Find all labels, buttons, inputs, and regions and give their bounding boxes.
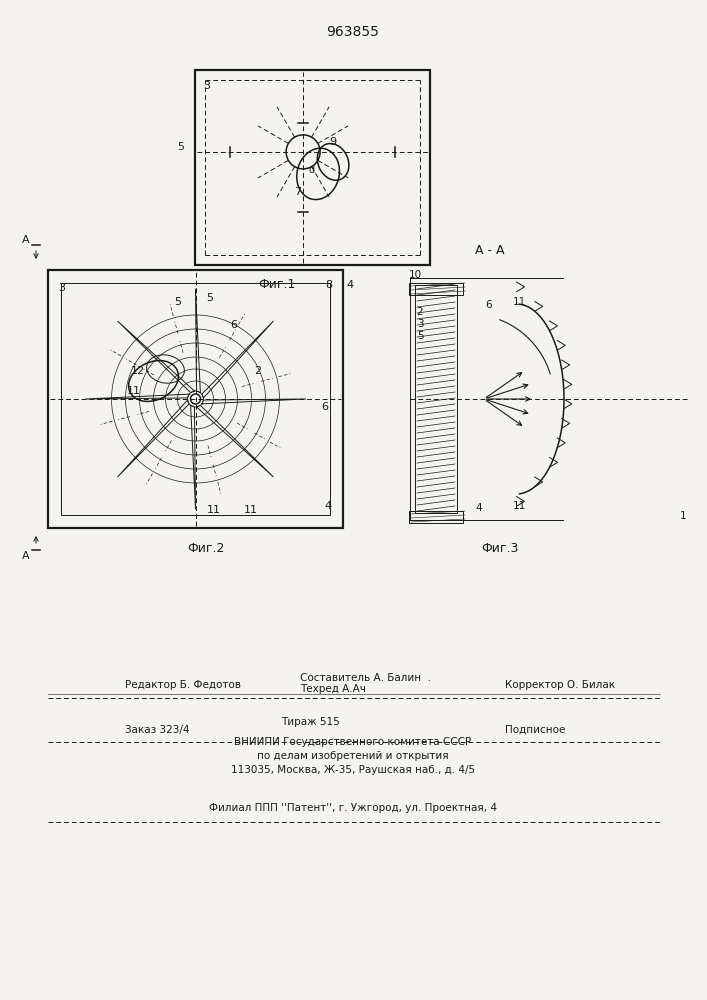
Circle shape — [190, 394, 201, 404]
Text: 7: 7 — [295, 187, 302, 197]
Text: Фиг.1: Фиг.1 — [259, 278, 296, 292]
Text: 11: 11 — [513, 501, 525, 511]
Text: 11: 11 — [206, 505, 221, 515]
Bar — [409, 511, 463, 523]
Text: по делам изобретений и открытия: по делам изобретений и открытия — [257, 751, 449, 761]
Text: 4: 4 — [476, 503, 482, 513]
Text: 5: 5 — [206, 293, 213, 303]
Text: Техред А.Ач: Техред А.Ач — [300, 684, 366, 694]
Text: 5: 5 — [177, 142, 185, 152]
Text: Тираж 515: Тираж 515 — [281, 717, 339, 727]
Text: A: A — [22, 551, 30, 561]
Text: d: d — [308, 165, 314, 175]
Text: 11: 11 — [513, 297, 525, 307]
Text: 11: 11 — [243, 505, 257, 515]
Text: 5: 5 — [174, 297, 181, 307]
Text: 4: 4 — [346, 280, 354, 290]
Bar — [409, 283, 463, 295]
Text: 11: 11 — [127, 386, 141, 396]
Text: A: A — [22, 235, 30, 245]
Text: 8: 8 — [325, 280, 332, 290]
Text: 3: 3 — [204, 81, 211, 91]
Text: 10: 10 — [409, 270, 421, 280]
Text: Подписное: Подписное — [505, 725, 566, 735]
Text: 6: 6 — [322, 402, 329, 412]
Text: Заказ 323/4: Заказ 323/4 — [125, 725, 189, 735]
Text: A - A: A - A — [475, 243, 505, 256]
Text: 5: 5 — [416, 331, 423, 341]
Text: Фиг.2: Фиг.2 — [187, 542, 224, 554]
Text: 4: 4 — [325, 501, 332, 511]
Text: 12: 12 — [130, 366, 144, 376]
Text: Корректор О. Билак: Корректор О. Билак — [505, 680, 615, 690]
Text: Филиал ППП ''Патент'', г. Ужгород, ул. Проектная, 4: Филиал ППП ''Патент'', г. Ужгород, ул. П… — [209, 803, 497, 813]
Text: 9: 9 — [329, 137, 337, 147]
Bar — [415, 285, 457, 513]
Text: 113035, Москва, Ж-35, Раушская наб., д. 4/5: 113035, Москва, Ж-35, Раушская наб., д. … — [231, 765, 475, 775]
Text: 1: 1 — [679, 511, 686, 521]
Text: 2: 2 — [254, 366, 261, 376]
Text: 3: 3 — [59, 283, 66, 293]
Text: Редактор Б. Федотов: Редактор Б. Федотов — [125, 680, 241, 690]
Bar — [195, 70, 430, 265]
Bar — [48, 270, 343, 528]
Text: 963855: 963855 — [327, 25, 380, 39]
Text: 6: 6 — [486, 300, 492, 310]
Bar — [61, 283, 330, 515]
Text: Фиг.3: Фиг.3 — [481, 542, 519, 554]
Text: 6: 6 — [230, 320, 237, 330]
Text: 2: 2 — [416, 307, 423, 317]
Text: Составитель А. Балин  .: Составитель А. Балин . — [300, 673, 431, 683]
Text: 3: 3 — [416, 319, 423, 329]
Text: ВНИИПИ Государственного комитета СССР: ВНИИПИ Государственного комитета СССР — [235, 737, 472, 747]
